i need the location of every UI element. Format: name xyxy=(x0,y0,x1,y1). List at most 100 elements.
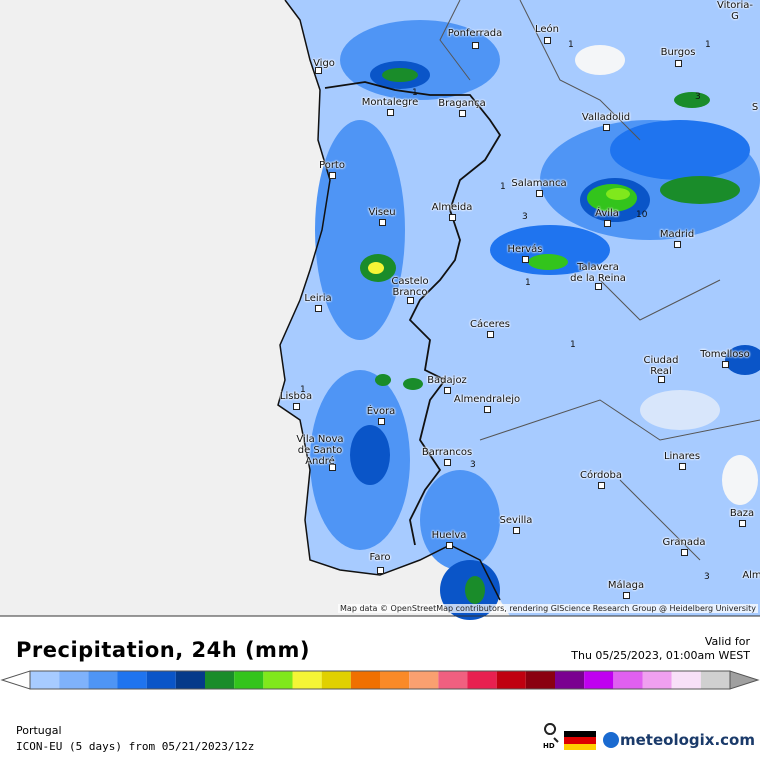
coastline xyxy=(277,0,501,601)
city-marker xyxy=(544,37,551,44)
city-marker xyxy=(674,241,681,248)
flag xyxy=(564,737,596,744)
city-marker xyxy=(658,376,665,383)
legend-over xyxy=(729,670,760,690)
city-marker xyxy=(444,459,451,466)
city-marker xyxy=(315,67,322,74)
city-label: S xyxy=(751,102,759,113)
legend-swatch xyxy=(613,671,643,689)
city-label: Cáceres xyxy=(469,319,511,330)
city-marker xyxy=(536,190,543,197)
contour-label: 1 xyxy=(300,385,306,395)
city-marker xyxy=(378,418,385,425)
brand-logo xyxy=(603,732,619,748)
city-marker xyxy=(449,214,456,221)
city-label: Linares xyxy=(663,451,701,462)
legend-swatch xyxy=(234,671,264,689)
city-label: Vila Nova de Santo André xyxy=(296,434,344,467)
city-label: Lisboa xyxy=(279,391,313,402)
legend-swatch xyxy=(496,671,526,689)
city-label: Vigo xyxy=(313,58,335,69)
precip-patches xyxy=(310,20,760,620)
legend-swatch xyxy=(438,671,468,689)
city-label: Madrid xyxy=(659,229,695,240)
city-marker xyxy=(446,542,453,549)
city-marker xyxy=(377,567,384,574)
city-marker xyxy=(407,297,414,304)
valid-label: Valid for xyxy=(704,635,750,648)
city-label: Granada xyxy=(662,537,706,548)
legend-swatch xyxy=(59,671,89,689)
city-marker xyxy=(387,109,394,116)
model-info: ICON-EU (5 days) from 05/21/2023/12z xyxy=(16,740,255,753)
city-label: León xyxy=(534,24,560,35)
contour-label: 1 xyxy=(412,88,418,98)
city-label: Ponferrada xyxy=(447,28,503,39)
city-label: Porto xyxy=(319,160,345,171)
contour-label: 3 xyxy=(470,460,476,470)
legend-swatch xyxy=(263,671,293,689)
hd-icon xyxy=(544,723,559,743)
city-label: Badajoz xyxy=(427,375,467,386)
city-marker xyxy=(623,592,630,599)
city-marker xyxy=(472,42,479,49)
city-label: Valladolid xyxy=(581,112,631,123)
legend-swatch xyxy=(380,671,410,689)
contour-label: 3 xyxy=(695,92,701,102)
city-marker xyxy=(595,283,602,290)
legend-frame xyxy=(29,670,731,690)
city-marker xyxy=(681,549,688,556)
city-marker xyxy=(315,305,322,312)
legend-swatch xyxy=(642,671,672,689)
city-marker xyxy=(522,256,529,263)
city-marker xyxy=(679,463,686,470)
city-label: Faro xyxy=(369,552,391,563)
legend-swatch xyxy=(88,671,118,689)
legend-under xyxy=(0,670,31,690)
city-label: Baza xyxy=(729,508,755,519)
city-marker xyxy=(722,361,729,368)
legend-swatch xyxy=(205,671,235,689)
city-label: Tomelloso xyxy=(700,349,750,360)
attribution: Map data © OpenStreetMap contributors, r… xyxy=(338,604,758,613)
legend-swatch xyxy=(175,671,205,689)
legend-swatch xyxy=(555,671,585,689)
legend-swatch xyxy=(292,671,322,689)
legend-swatch xyxy=(584,671,614,689)
legend-swatch xyxy=(671,671,701,689)
city-label: Bragança xyxy=(438,98,486,109)
city-marker xyxy=(293,403,300,410)
legend-swatch xyxy=(321,671,351,689)
contour-label: 3 xyxy=(704,572,710,582)
flag xyxy=(564,731,596,737)
city-label: Almendralejo xyxy=(453,394,521,405)
city-marker xyxy=(329,464,336,471)
contour-label: 1 xyxy=(525,278,531,288)
contour-label: 1 xyxy=(568,40,574,50)
city-marker xyxy=(329,172,336,179)
legend-bar xyxy=(0,670,760,690)
brand[interactable]: meteologix.com xyxy=(620,731,755,749)
city-marker xyxy=(484,406,491,413)
city-label: Ciudad Real xyxy=(643,355,679,377)
legend-swatch xyxy=(146,671,176,689)
city-label: Talavera de la Reina xyxy=(570,262,626,284)
contour-label: 1 xyxy=(570,340,576,350)
city-label: Leiria xyxy=(304,293,332,304)
city-label: Almeida xyxy=(431,202,473,213)
legend-swatch xyxy=(117,671,147,689)
city-marker xyxy=(487,331,494,338)
city-label: Córdoba xyxy=(580,470,622,481)
city-label: Évora xyxy=(366,406,396,417)
city-marker xyxy=(598,482,605,489)
region: Portugal xyxy=(16,724,62,737)
city-marker xyxy=(604,220,611,227)
contour-label: 10 xyxy=(636,210,648,220)
title: Precipitation, 24h (mm) xyxy=(16,638,310,662)
city-marker xyxy=(675,60,682,67)
city-marker xyxy=(459,110,466,117)
city-label: Huelva xyxy=(431,530,467,541)
contour-label: 1 xyxy=(705,40,711,50)
